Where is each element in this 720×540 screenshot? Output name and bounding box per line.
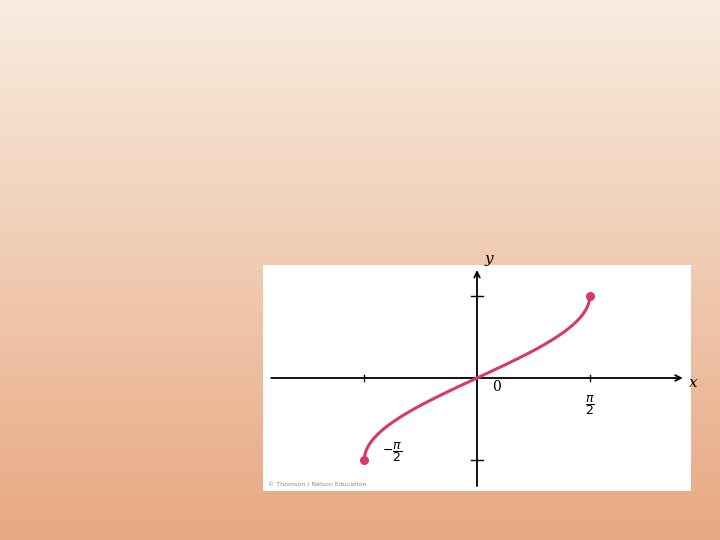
- Text: ▪ It is called: ▪ It is called: [40, 305, 150, 323]
- Text: function.: function.: [40, 393, 130, 411]
- Text: function: function: [28, 180, 187, 214]
- Text: $\dfrac{\pi}{2}$: $\dfrac{\pi}{2}$: [585, 393, 595, 416]
- Text: or the arcsine: or the arcsine: [40, 371, 176, 389]
- Text: sine function: sine function: [40, 349, 168, 367]
- Text: x: x: [689, 376, 698, 390]
- Text: or: or: [595, 180, 644, 214]
- Bar: [248, 22, 706, 302]
- Text: f: f: [178, 180, 191, 214]
- Text: arcsin.: arcsin.: [28, 245, 148, 279]
- Text: −1: −1: [568, 172, 599, 192]
- Text: INVERSE SINE FUNCTION / ARCSINE FUNCTION: INVERSE SINE FUNCTION / ARCSINE FUNCTION: [30, 42, 377, 55]
- Text: © Thomson / Nelson Education: © Thomson / Nelson Education: [269, 482, 366, 487]
- Text: y: y: [485, 252, 493, 266]
- Text: exists and is denoted by sin: exists and is denoted by sin: [195, 180, 711, 214]
- Text: 0: 0: [492, 380, 500, 394]
- Text: $-\dfrac{\pi}{2}$: $-\dfrac{\pi}{2}$: [382, 440, 402, 464]
- Text: the inverse: the inverse: [40, 327, 153, 345]
- Text: The inverse function of this restricted sine: The inverse function of this restricted …: [28, 110, 720, 144]
